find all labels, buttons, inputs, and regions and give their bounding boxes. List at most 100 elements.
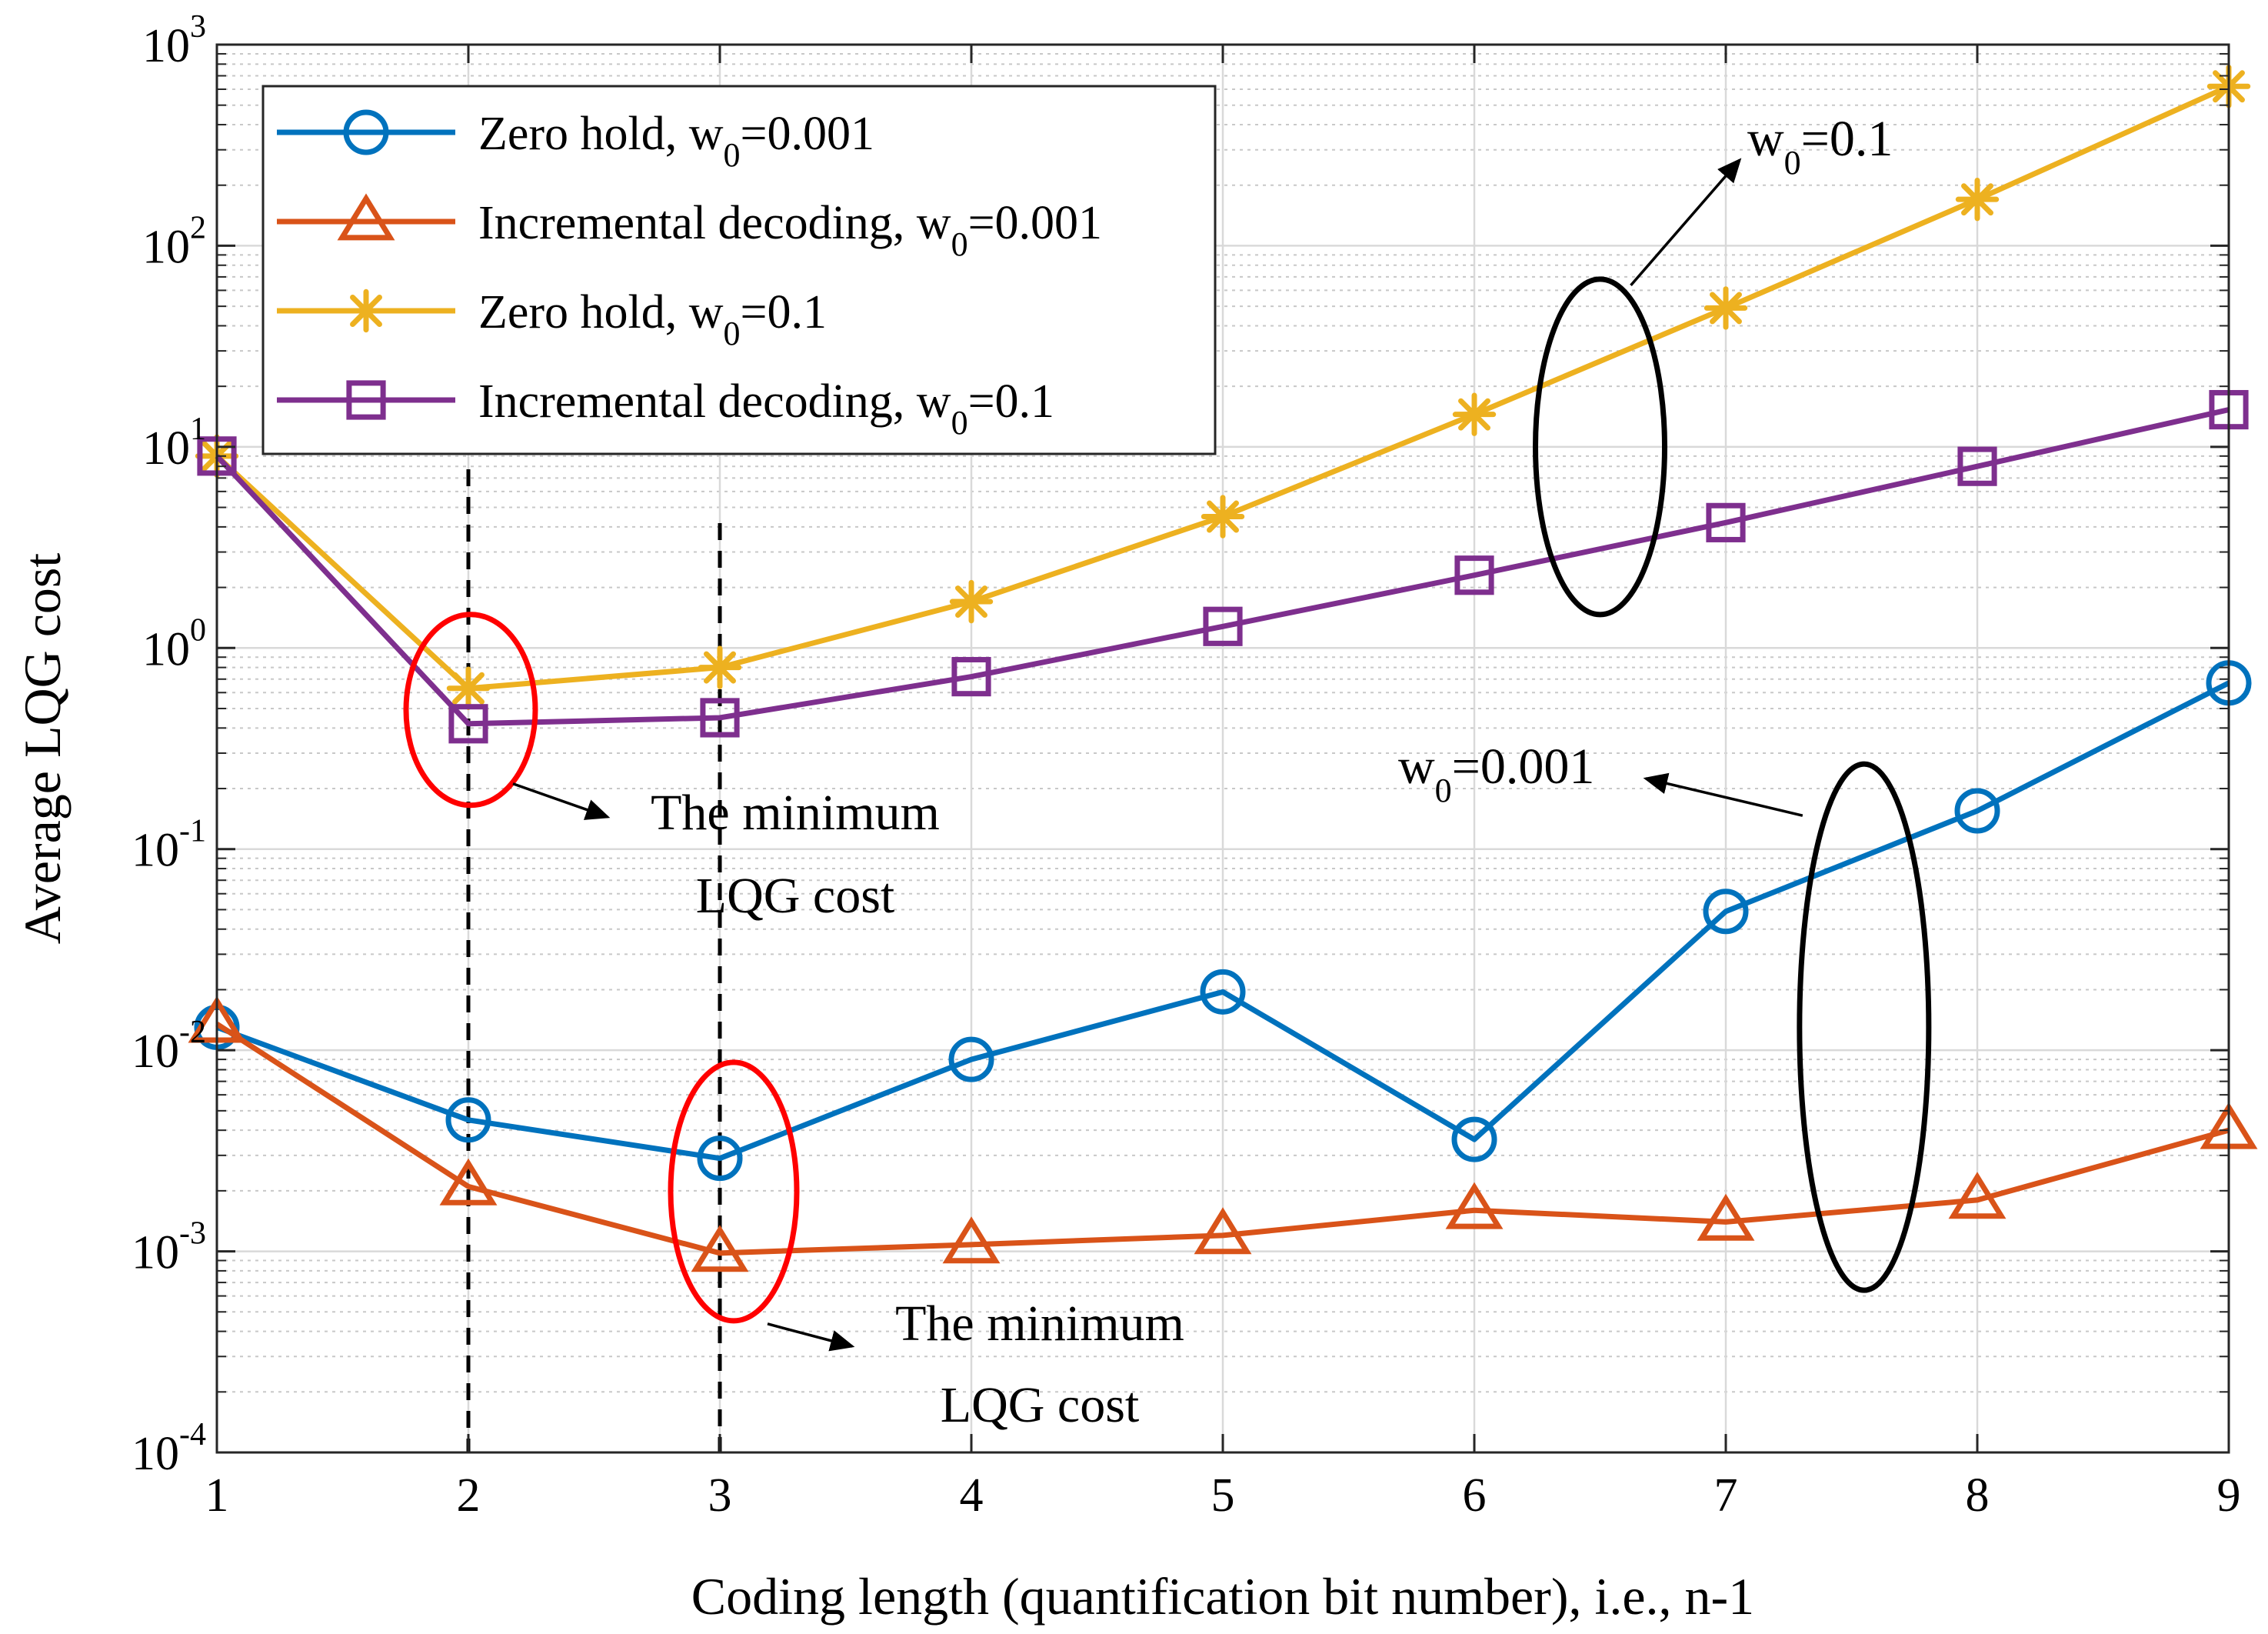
annotation-min2-line2: LQG cost: [941, 1377, 1139, 1433]
legend-label: Zero hold, w0=0.1: [478, 286, 827, 352]
x-tick-label: 4: [960, 1469, 984, 1522]
annotation-min2-line1: The minimum: [895, 1296, 1184, 1352]
y-tick-label: 102: [142, 210, 206, 273]
y-tick-base: 10: [142, 623, 190, 675]
x-tick-label: 5: [1211, 1469, 1235, 1522]
y-tick-base: 10: [132, 1025, 179, 1078]
annotation-min1-line1: The minimum: [651, 785, 940, 841]
x-tick-label: 6: [1463, 1469, 1487, 1522]
asterisk-stroke: [1710, 292, 1742, 325]
x-tick-label: 3: [708, 1469, 732, 1522]
legend-label-main: Zero hold, w: [478, 108, 724, 160]
arrow-to-min2-label: [767, 1322, 855, 1352]
arrow-to-min1-label: [512, 782, 611, 820]
y-tick-base: 10: [142, 422, 190, 475]
data-point-circle: [697, 1135, 743, 1182]
annotation-w0001-sub: 0: [1435, 772, 1452, 809]
annotation-w01: w0=0.1: [1747, 111, 1893, 182]
y-tick-exponent: 2: [190, 210, 206, 245]
legend-marker-square: [346, 380, 386, 420]
asterisk-stroke: [955, 585, 987, 619]
data-point-triangle: [942, 1216, 1001, 1264]
data-point-circle: [1200, 969, 1246, 1015]
highlight-ellipse-min-w01: [403, 612, 538, 809]
data-point-square: [1203, 606, 1243, 646]
data-point-square: [1957, 446, 1997, 486]
x-tick-label: 7: [1714, 1469, 1738, 1522]
legend-entry-3: Zero hold, w0=0.1: [277, 286, 827, 352]
annotation-w0001: w0=0.001: [1398, 739, 1594, 809]
data-point-square: [448, 704, 488, 744]
legend-label: Incremental decoding, w0=0.1: [478, 375, 1054, 442]
legend-label: Zero hold, w0=0.001: [478, 108, 874, 174]
data-point-asterisk: [1452, 392, 1497, 436]
data-point-square: [1706, 502, 1746, 542]
legend-label-tail: =0.001: [741, 108, 874, 160]
highlight-ellipse-min-w0001: [668, 1059, 800, 1324]
asterisk-stroke: [704, 651, 736, 684]
y-tick-exponent: 1: [190, 412, 206, 447]
data-point-triangle: [1194, 1207, 1252, 1255]
y-tick-base: 10: [142, 221, 190, 273]
data-point-asterisk: [446, 666, 491, 710]
annotation-min1-line2: LQG cost: [696, 868, 894, 924]
legend-label-tail: =0.1: [968, 375, 1054, 428]
annotation-w01-sub: 0: [1784, 144, 1801, 182]
series-layer: [188, 65, 2258, 1272]
legend-entry-1: Zero hold, w0=0.001: [277, 108, 874, 174]
legend-marker-asterisk: [344, 288, 388, 333]
group-ellipse-w0001: [1797, 761, 1932, 1293]
annotation-w01-tail: =0.1: [1801, 111, 1893, 167]
y-tick-base: 10: [132, 1227, 179, 1279]
legend-label: Incremental decoding, w0=0.001: [478, 197, 1102, 263]
asterisk-stroke: [1207, 500, 1239, 533]
series-3: [195, 65, 2251, 710]
legend-entry-2: Incremental decoding, w0=0.001: [277, 193, 1102, 263]
y-tick-exponent: 0: [190, 612, 206, 648]
legend-label-main: Zero hold, w: [478, 286, 724, 338]
data-point-circle: [1954, 788, 2000, 834]
y-tick-label: 10-4: [132, 1417, 206, 1480]
y-tick-label: 101: [142, 412, 206, 475]
data-point-circle: [445, 1097, 491, 1143]
asterisk-stroke: [1458, 398, 1490, 431]
series-2: [188, 995, 2258, 1272]
data-point-asterisk: [698, 645, 742, 689]
annotation-w01-main: w: [1747, 111, 1784, 167]
data-point-triangle: [1445, 1182, 1504, 1229]
y-tick-exponent: 3: [190, 9, 206, 45]
arrow-to-w0001-label: [1643, 772, 1803, 817]
series-line-2: [215, 1022, 2230, 1256]
y-tick-label: 10-1: [132, 814, 206, 877]
group-ellipse-w01: [1533, 276, 1667, 618]
data-point-triangle: [1697, 1193, 1755, 1241]
data-point-triangle: [439, 1158, 498, 1205]
data-point-square: [700, 698, 740, 738]
legend-label-tail: =0.001: [968, 197, 1102, 249]
y-tick-label: 103: [142, 9, 206, 72]
y-axis-label: Average LQG cost: [13, 553, 72, 945]
annotation-w0001-tail: =0.001: [1452, 739, 1595, 795]
legend-label-main: Incremental decoding, w: [478, 197, 951, 249]
x-tick-label: 1: [205, 1469, 229, 1522]
legend-label-tail: =0.1: [741, 286, 827, 338]
x-tick-label: 8: [1966, 1469, 1990, 1522]
data-point-asterisk: [949, 579, 994, 624]
series-line-4: [215, 407, 2230, 727]
asterisk-stroke: [1961, 183, 1993, 216]
legend-label-sub: 0: [724, 315, 741, 352]
y-tick-label: 10-3: [132, 1216, 206, 1279]
legend-label-sub: 0: [951, 225, 968, 263]
y-tick-exponent: -2: [179, 1015, 206, 1050]
data-point-circle: [948, 1036, 994, 1082]
data-point-circle: [1703, 889, 1749, 935]
arrow-to-w01-label: [1630, 158, 1742, 287]
y-tick-base: 10: [132, 825, 179, 877]
annotation-w0001-main: w: [1398, 739, 1435, 795]
legend-label-sub: 0: [724, 136, 741, 174]
y-tick-exponent: -3: [179, 1216, 206, 1252]
